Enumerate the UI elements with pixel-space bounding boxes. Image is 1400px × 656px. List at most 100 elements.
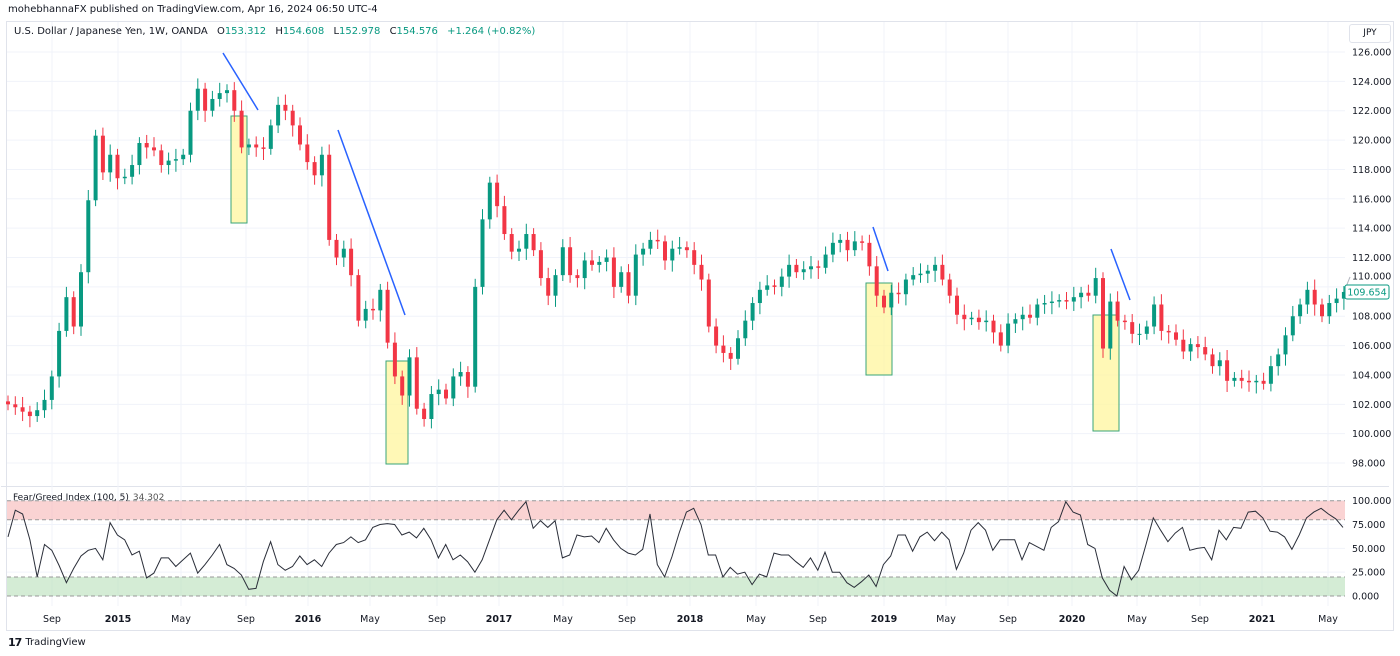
- price-tick-label: 100.000: [1352, 429, 1391, 440]
- chart-frame: [6, 21, 1394, 631]
- candle: [604, 249, 609, 272]
- candle-body: [546, 278, 551, 296]
- highlight-box[interactable]: [865, 282, 893, 376]
- price-tick-label: 108.000: [1352, 312, 1391, 323]
- candle: [108, 144, 113, 182]
- candle-body: [312, 162, 317, 176]
- candle-body: [882, 295, 886, 308]
- candle-body: [867, 242, 872, 267]
- price-tick-label: 116.000: [1352, 194, 1391, 205]
- highlight-box[interactable]: [230, 115, 248, 224]
- candle-body: [49, 376, 54, 400]
- candle-body: [1283, 335, 1288, 355]
- candle-body: [465, 372, 470, 387]
- candle-body: [1195, 344, 1200, 348]
- candle: [290, 104, 295, 137]
- trendline[interactable]: [337, 129, 406, 316]
- candle-body: [1276, 354, 1281, 367]
- time-tick-label: Sep: [1191, 614, 1209, 625]
- candle: [852, 231, 857, 257]
- candle: [1144, 320, 1149, 340]
- time-tick-label: Sep: [43, 614, 61, 625]
- candle: [575, 269, 580, 288]
- candle-body: [1312, 289, 1317, 305]
- candle-body: [1086, 292, 1091, 296]
- candle: [1108, 293, 1113, 360]
- candle-body: [845, 239, 850, 251]
- candle: [1341, 286, 1346, 310]
- candle: [188, 102, 193, 163]
- candle-body: [473, 286, 478, 387]
- candle: [152, 137, 156, 157]
- price-tick-label: 106.000: [1352, 341, 1391, 352]
- candle-body: [1101, 278, 1105, 349]
- candle-body: [925, 270, 930, 274]
- candle-body: [633, 254, 638, 296]
- symbol-name[interactable]: U.S. Dollar / Japanese Yen, 1W, OANDA: [14, 26, 208, 37]
- candle-body: [261, 147, 266, 149]
- candle: [1312, 279, 1317, 316]
- currency-button[interactable]: JPY: [1349, 24, 1391, 43]
- candle-body: [422, 408, 427, 419]
- candle: [1042, 294, 1047, 314]
- candle-body: [166, 160, 171, 166]
- candle-body: [1247, 380, 1251, 383]
- candle: [363, 300, 368, 329]
- candle: [582, 252, 587, 290]
- candle: [42, 389, 47, 418]
- candle: [414, 347, 419, 415]
- pane-divider[interactable]: [1, 486, 1389, 487]
- candle: [1137, 323, 1142, 346]
- candle-body: [918, 273, 923, 276]
- candle: [911, 267, 916, 286]
- candle: [305, 134, 310, 170]
- highlight-box[interactable]: [385, 360, 409, 465]
- candle: [677, 236, 682, 255]
- candle: [341, 240, 346, 267]
- candle: [706, 273, 711, 333]
- candle-body: [524, 234, 529, 249]
- candle: [276, 96, 281, 134]
- candle-body: [57, 330, 62, 377]
- candle: [1268, 355, 1273, 392]
- candle-body: [13, 404, 18, 408]
- candle: [64, 286, 69, 337]
- indicator-tick-label: 75.000: [1352, 520, 1385, 531]
- candle-body: [1152, 304, 1157, 327]
- candle: [1203, 336, 1208, 361]
- candle: [546, 267, 551, 306]
- candle: [874, 256, 879, 307]
- candle: [20, 396, 25, 422]
- trendline[interactable]: [872, 226, 889, 272]
- low-label: L: [333, 26, 340, 37]
- candle: [1290, 305, 1295, 342]
- candle: [1276, 348, 1281, 376]
- candle-body: [1006, 323, 1011, 346]
- candle: [991, 314, 996, 344]
- trendline[interactable]: [222, 52, 259, 111]
- candle-body: [173, 159, 178, 161]
- candle: [626, 264, 631, 304]
- candle: [947, 273, 952, 304]
- candle: [1057, 294, 1062, 308]
- trendline[interactable]: [1110, 248, 1131, 301]
- candle-body: [1079, 292, 1084, 298]
- candle: [217, 82, 222, 107]
- highlight-box[interactable]: [1092, 314, 1120, 432]
- candle-body: [203, 88, 208, 111]
- candle-body: [100, 135, 105, 173]
- candle: [976, 309, 981, 330]
- candle-body: [838, 239, 843, 243]
- candle-body: [852, 241, 857, 251]
- candle-body: [582, 260, 587, 279]
- candle-body: [487, 182, 492, 220]
- candle: [860, 235, 865, 251]
- indicator-name[interactable]: Fear/Greed Index (100, 5): [13, 493, 129, 503]
- candle-body: [436, 389, 441, 395]
- candle-body: [159, 150, 164, 166]
- footer-brand[interactable]: TradingView: [25, 637, 86, 648]
- candle-body: [363, 308, 368, 321]
- candle: [757, 281, 762, 315]
- candle-body: [706, 279, 711, 327]
